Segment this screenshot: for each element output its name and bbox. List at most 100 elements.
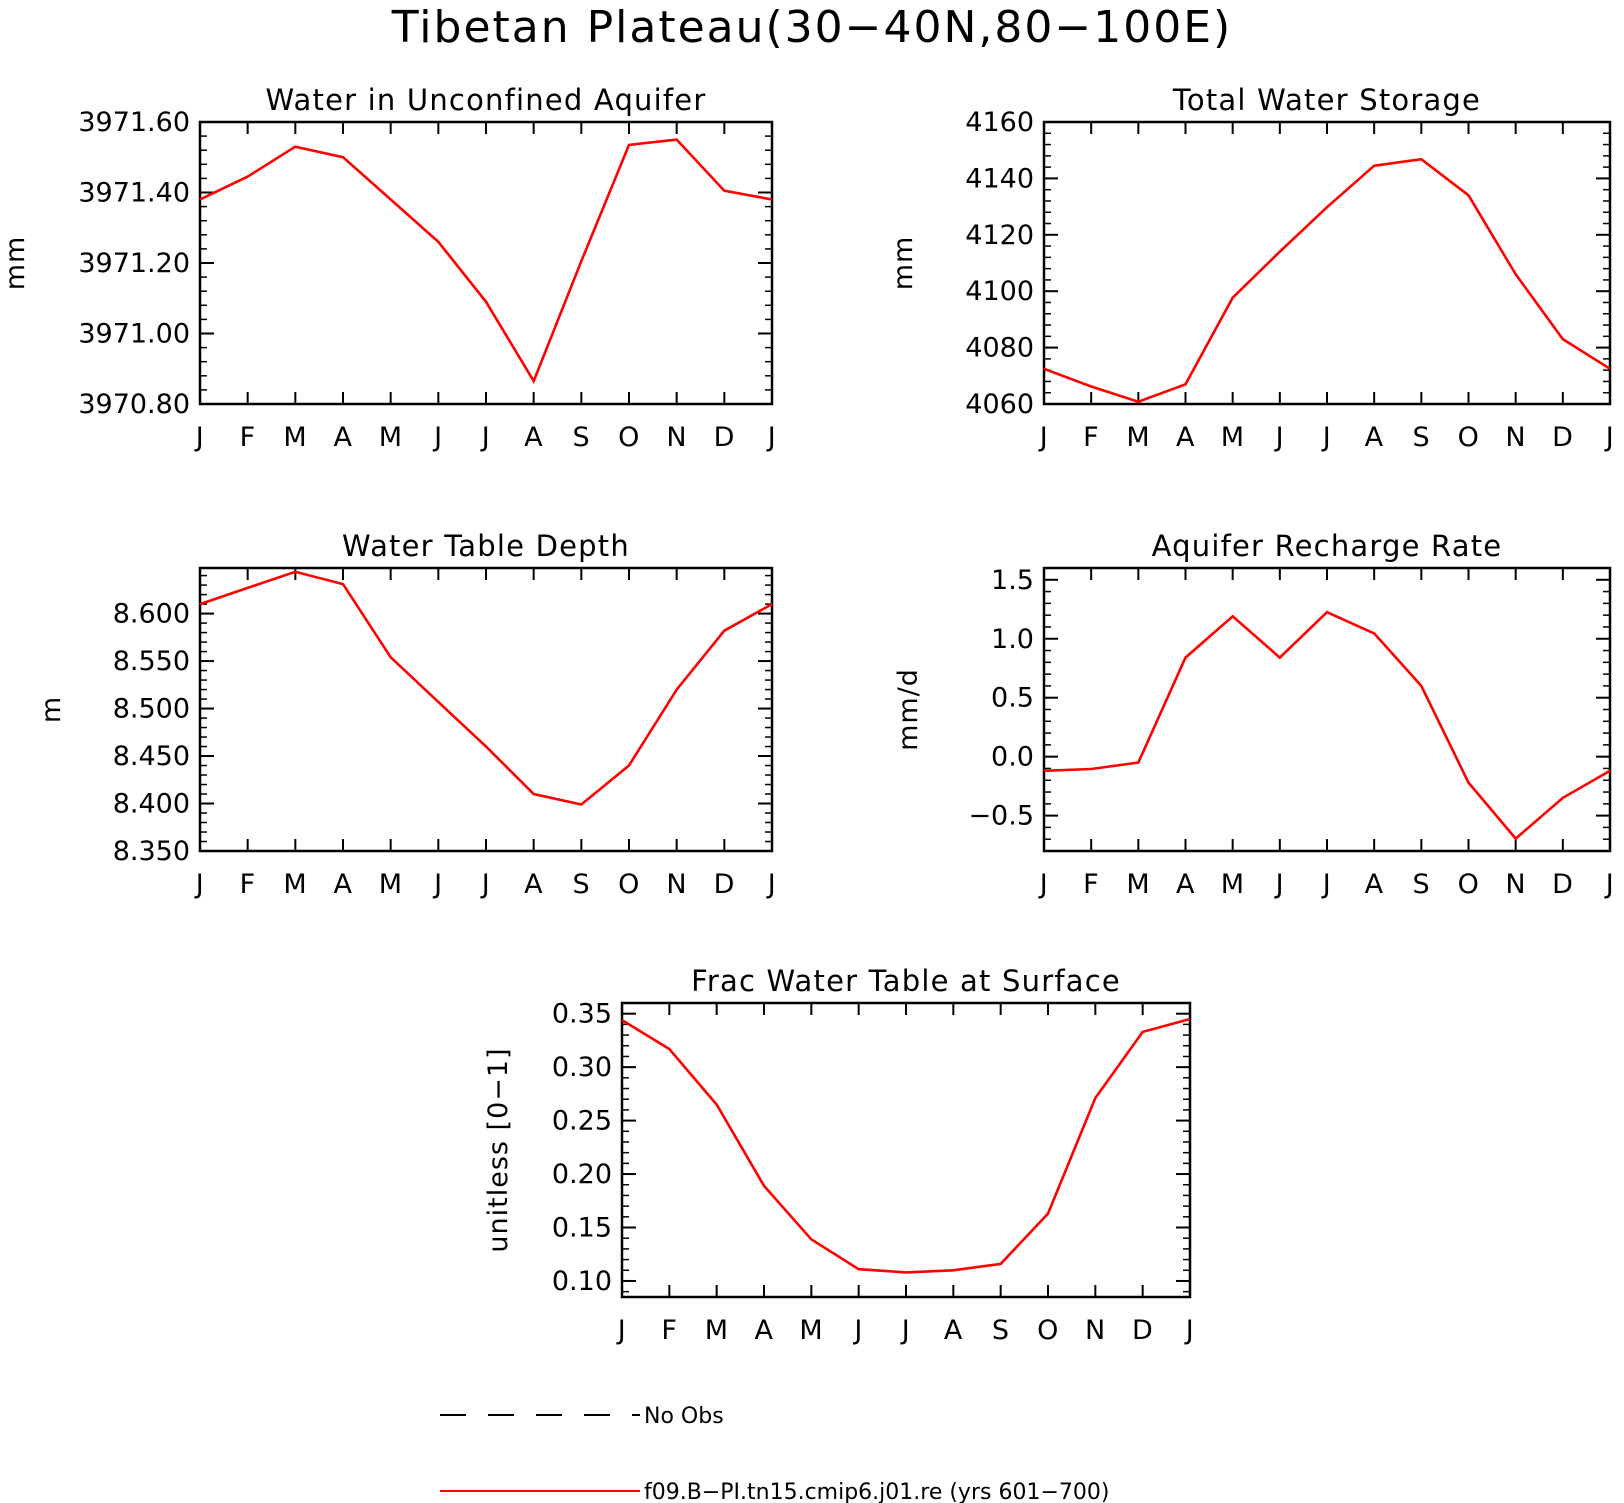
y-tick-label: 8.550 <box>113 646 190 677</box>
y-axis-label: m <box>36 696 67 723</box>
y-tick-label: 4100 <box>965 276 1034 307</box>
y-tick-label: 4120 <box>965 220 1034 251</box>
plot-frame <box>198 566 774 853</box>
x-tick-label: J <box>616 1315 626 1346</box>
series-line <box>199 138 773 385</box>
x-tick-label: J <box>480 422 490 453</box>
y-tick-label: 8.350 <box>113 836 190 867</box>
x-tick-label: M <box>1221 869 1245 900</box>
panel-title: Aquifer Recharge Rate <box>1152 529 1503 563</box>
x-tick-label: S <box>992 1315 1010 1346</box>
x-tick-label: D <box>714 422 735 453</box>
x-tick-label: S <box>1413 422 1431 453</box>
legend-label-2: f09.B−PI.tn15.cmip6.j01.re (yrs 601−700) <box>644 1480 1109 1503</box>
y-tick-label: 0.5 <box>991 683 1034 714</box>
x-tick-label: N <box>1505 422 1526 453</box>
legend-label-1: No Obs <box>644 1404 724 1429</box>
x-tick-label: M <box>705 1315 729 1346</box>
y-tick-label: 0.25 <box>552 1106 612 1137</box>
x-tick-label: J <box>480 869 490 900</box>
x-tick-label: J <box>432 869 442 900</box>
y-tick-label: 0.30 <box>552 1052 612 1083</box>
panel-title: Frac Water Table at Surface <box>691 964 1121 998</box>
x-tick-label: A <box>1176 869 1195 900</box>
y-tick-label: 4160 <box>965 107 1034 138</box>
x-tick-label: J <box>766 422 776 453</box>
x-tick-label: S <box>1413 869 1431 900</box>
y-tick-label: 3971.60 <box>78 107 190 138</box>
panel-title: Total Water Storage <box>1172 83 1481 117</box>
y-tick-label: 0.15 <box>552 1213 612 1244</box>
x-tick-label: M <box>1221 422 1245 453</box>
x-tick-label: A <box>1365 869 1384 900</box>
x-tick-label: J <box>194 869 204 900</box>
panel-title: Water Table Depth <box>342 529 630 563</box>
series-line <box>1043 157 1611 404</box>
x-tick-label: J <box>900 1315 910 1346</box>
x-tick-label: O <box>1458 869 1480 900</box>
figure-title: Tibetan Plateau(30−40N,80−100E) <box>391 2 1233 53</box>
series-line <box>621 1017 1191 1274</box>
x-tick-label: F <box>661 1315 677 1346</box>
plot-frame <box>1042 120 1612 406</box>
y-tick-label: 1.5 <box>991 565 1034 596</box>
x-tick-label: A <box>524 869 543 900</box>
x-tick-label: N <box>1085 1315 1106 1346</box>
x-tick-label: A <box>1365 422 1384 453</box>
y-tick-label: −0.5 <box>968 801 1034 832</box>
y-tick-label: 3971.00 <box>78 319 190 350</box>
x-tick-label: O <box>618 869 640 900</box>
x-tick-label: A <box>334 422 353 453</box>
x-tick-label: O <box>1037 1315 1059 1346</box>
x-tick-label: A <box>334 869 353 900</box>
plot-frame <box>620 1001 1192 1299</box>
x-tick-label: M <box>283 422 307 453</box>
x-tick-label: A <box>944 1315 963 1346</box>
x-tick-label: M <box>1126 869 1150 900</box>
x-tick-label: J <box>766 869 776 900</box>
x-tick-label: M <box>1126 422 1150 453</box>
x-tick-label: F <box>1083 869 1099 900</box>
x-tick-label: J <box>194 422 204 453</box>
y-tick-label: 8.600 <box>113 599 190 630</box>
y-tick-label: 4060 <box>965 389 1034 420</box>
x-tick-label: M <box>799 1315 823 1346</box>
x-tick-label: A <box>755 1315 774 1346</box>
x-tick-label: M <box>283 869 307 900</box>
y-tick-label: 8.450 <box>113 741 190 772</box>
y-tick-label: 1.0 <box>991 624 1034 655</box>
x-tick-label: J <box>1274 422 1284 453</box>
legend: No Obs f09.B−PI.tn15.cmip6.j01.re (yrs 60… <box>440 1404 1109 1503</box>
x-tick-label: D <box>1132 1315 1153 1346</box>
y-tick-label: 3971.20 <box>78 248 190 279</box>
x-tick-label: N <box>1505 869 1526 900</box>
y-axis-label: mm <box>888 236 919 291</box>
plot-frame <box>1042 566 1612 853</box>
x-tick-label: F <box>1083 422 1099 453</box>
x-tick-label: F <box>240 422 256 453</box>
y-axis-label: unitless [0−1] <box>483 1047 514 1252</box>
x-tick-label: O <box>618 422 640 453</box>
x-tick-label: M <box>379 422 403 453</box>
x-tick-label: J <box>1604 422 1614 453</box>
x-tick-label: D <box>714 869 735 900</box>
y-tick-label: 0.10 <box>552 1266 612 1297</box>
x-tick-label: A <box>1176 422 1195 453</box>
x-tick-label: J <box>852 1315 862 1346</box>
y-tick-label: 4140 <box>965 163 1034 194</box>
x-tick-label: J <box>432 422 442 453</box>
chart-panel-5: Frac Water Table at Surface unitless [0−1… <box>483 964 1194 1346</box>
x-tick-label: O <box>1458 422 1480 453</box>
x-tick-label: A <box>524 422 543 453</box>
x-tick-label: M <box>379 869 403 900</box>
panel-title: Water in Unconfined Aquifer <box>266 83 707 117</box>
x-tick-label: F <box>240 869 256 900</box>
x-tick-label: N <box>666 869 687 900</box>
y-axis-label: mm <box>0 236 31 291</box>
y-tick-label: 0.0 <box>991 742 1034 773</box>
y-tick-label: 8.500 <box>113 694 190 725</box>
x-tick-label: S <box>573 422 591 453</box>
